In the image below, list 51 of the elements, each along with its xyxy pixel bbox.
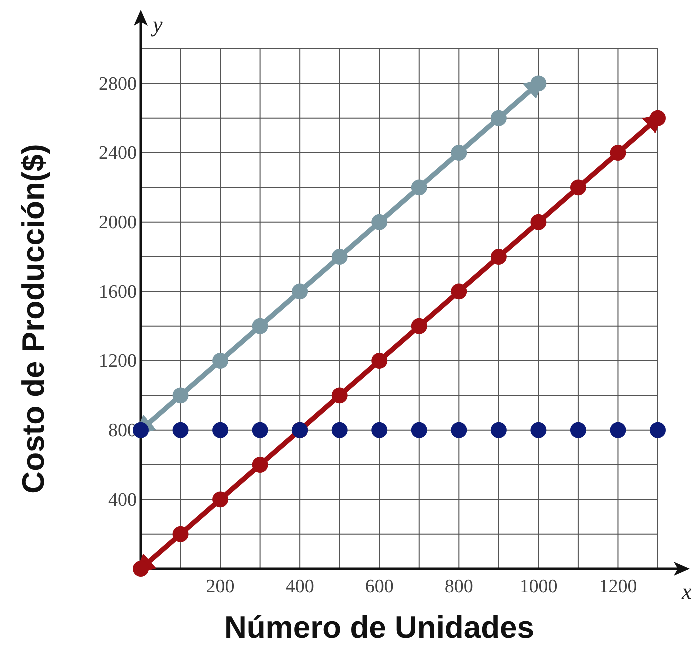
point: [212, 353, 229, 369]
y-tick-label: 1600: [99, 282, 137, 303]
x-tick-label: 400: [286, 576, 314, 598]
point: [212, 422, 229, 438]
point: [530, 214, 547, 230]
x-tick-label: 200: [206, 576, 235, 598]
y-axis-title: Costo de Producción($): [16, 144, 51, 494]
point: [372, 214, 388, 230]
point: [451, 145, 468, 161]
point: [372, 353, 388, 369]
point: [172, 526, 189, 542]
point: [530, 422, 547, 438]
y-tick-label: 400: [108, 490, 137, 511]
point: [610, 145, 626, 161]
text: y: [151, 12, 163, 37]
point: [451, 284, 468, 300]
point: [490, 249, 507, 265]
y-tick-label: 2800: [99, 74, 137, 95]
point: [212, 492, 229, 508]
point: [252, 422, 268, 438]
point: [372, 422, 388, 438]
y-tick-label: 2400: [99, 143, 137, 164]
x-tick-label: 1000: [520, 576, 558, 598]
point: [292, 284, 308, 300]
x-tick-label: 600: [365, 576, 394, 598]
point: [570, 422, 586, 438]
point: [133, 561, 149, 577]
point: [332, 422, 348, 438]
y-tick-label: 2000: [99, 212, 137, 234]
point: [411, 180, 428, 196]
point: [570, 180, 586, 196]
point: [172, 422, 189, 438]
point: [411, 422, 428, 438]
point: [490, 110, 507, 126]
y-tick-label: 1200: [99, 351, 137, 372]
point: [332, 249, 348, 265]
point: [490, 422, 507, 438]
point: [332, 388, 348, 404]
point: [252, 318, 268, 334]
x-axis-title: Número de Unidades: [224, 610, 535, 645]
point: [610, 422, 626, 438]
point: [172, 388, 189, 404]
text: x: [681, 579, 692, 604]
x-tick-label: 800: [444, 576, 474, 598]
point: [252, 457, 268, 473]
point: [411, 318, 428, 334]
point: [451, 422, 468, 438]
point: [530, 76, 547, 92]
point: [650, 422, 666, 438]
x-tick-label: 1200: [599, 576, 638, 598]
point: [650, 110, 666, 126]
